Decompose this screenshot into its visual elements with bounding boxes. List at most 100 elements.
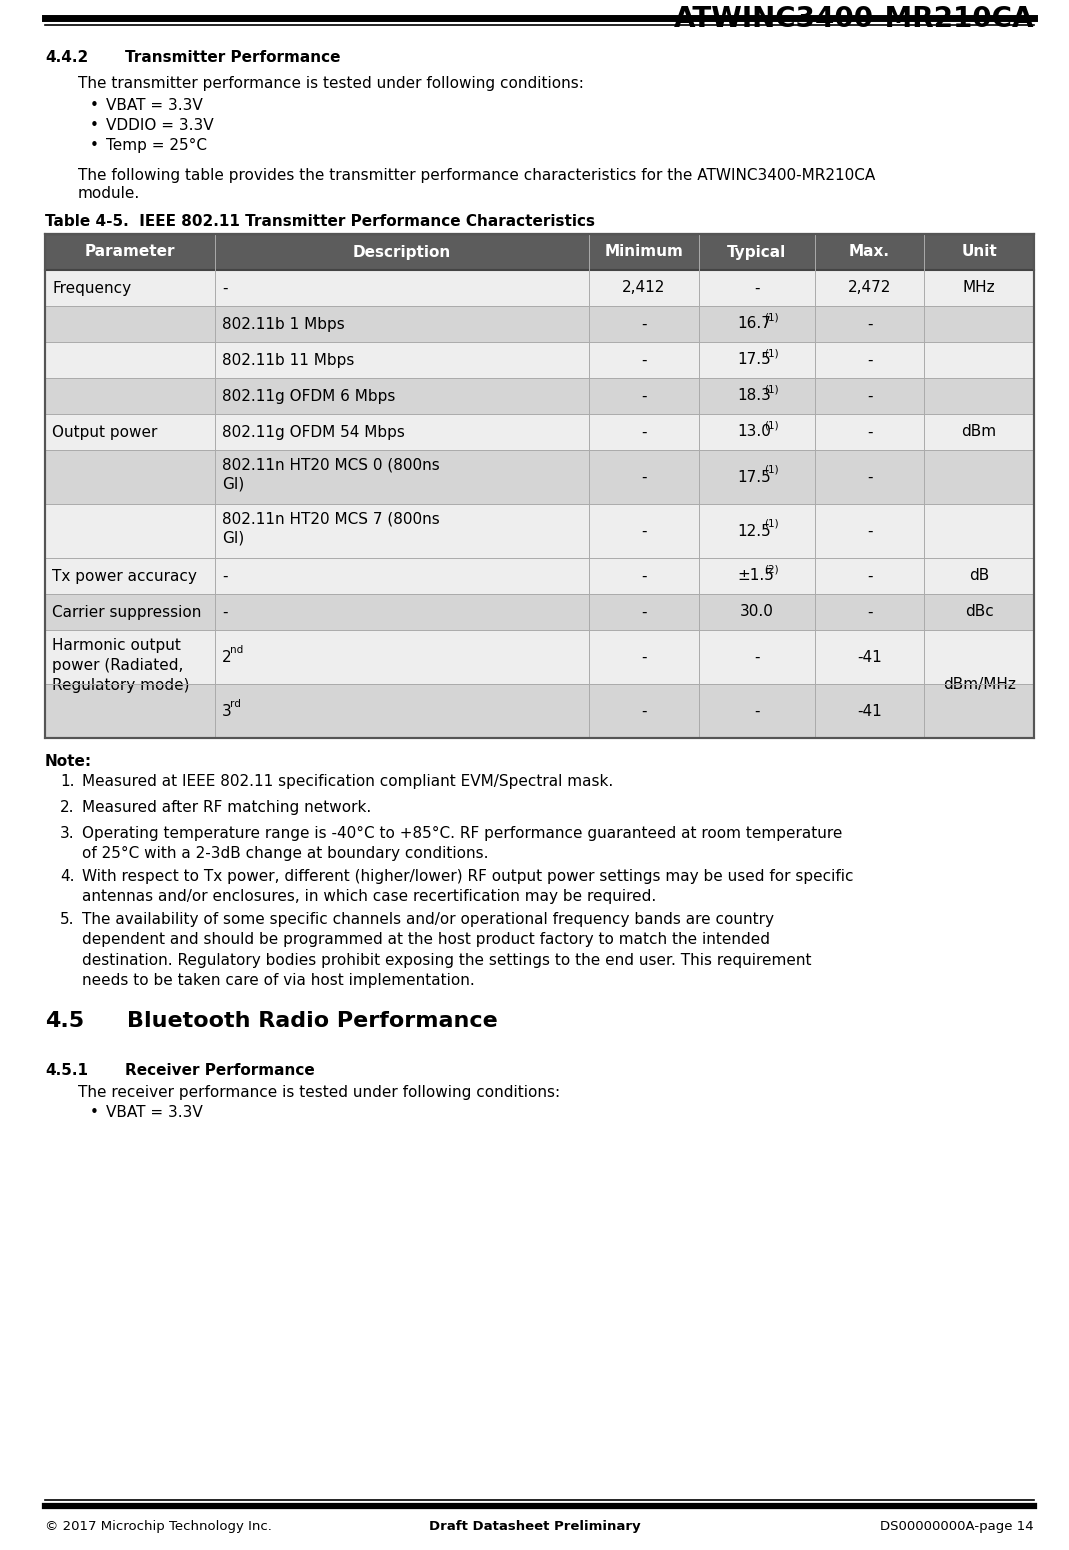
Text: Frequency: Frequency	[52, 281, 131, 296]
Text: -: -	[222, 604, 228, 620]
Text: -: -	[641, 425, 647, 440]
Text: dB: dB	[969, 569, 989, 583]
Text: module.: module.	[78, 186, 140, 202]
Text: 3.: 3.	[60, 826, 75, 842]
Text: dBm/MHz: dBm/MHz	[943, 676, 1016, 691]
Text: 4.5: 4.5	[45, 1011, 84, 1031]
Text: -: -	[867, 389, 872, 403]
Bar	[45, 594, 1034, 629]
Text: 12.5: 12.5	[738, 524, 772, 538]
Text: Table 4-5.  IEEE 802.11 Transmitter Performance Characteristics: Table 4-5. IEEE 802.11 Transmitter Perfo…	[45, 214, 595, 229]
Text: •: •	[90, 138, 98, 153]
Text: 4.: 4.	[60, 870, 75, 883]
Text: -: -	[641, 389, 647, 403]
Text: (1): (1)	[763, 349, 778, 358]
Text: -41: -41	[857, 649, 882, 665]
Text: -: -	[867, 569, 872, 583]
Text: MHz: MHz	[963, 281, 995, 296]
Text: 2,472: 2,472	[848, 281, 892, 296]
Text: -: -	[641, 604, 647, 620]
Text: Minimum: Minimum	[604, 245, 683, 259]
Text: (1): (1)	[763, 465, 778, 474]
Text: -: -	[222, 281, 228, 296]
Text: -: -	[867, 524, 872, 538]
Text: The receiver performance is tested under following conditions:: The receiver performance is tested under…	[78, 1085, 560, 1100]
Text: -: -	[641, 352, 647, 367]
Text: The transmitter performance is tested under following conditions:: The transmitter performance is tested un…	[78, 76, 584, 91]
Text: ATWINC3400-MR210CA: ATWINC3400-MR210CA	[673, 5, 1034, 33]
Text: -41: -41	[857, 704, 882, 719]
Text: •: •	[90, 1105, 98, 1121]
Text: 4.5.1: 4.5.1	[45, 1063, 88, 1077]
Text: DS00000000A-page 14: DS00000000A-page 14	[881, 1521, 1034, 1533]
Text: Tx power accuracy: Tx power accuracy	[52, 569, 197, 583]
Text: VBAT = 3.3V: VBAT = 3.3V	[106, 1105, 203, 1121]
Text: (2): (2)	[763, 564, 778, 573]
Bar	[45, 378, 1034, 414]
Text: -: -	[641, 524, 647, 538]
Text: 802.11b 11 Mbps: 802.11b 11 Mbps	[222, 352, 355, 367]
Text: -: -	[754, 704, 759, 719]
Text: nd: nd	[230, 645, 244, 656]
Text: Output power: Output power	[52, 425, 157, 440]
Text: •: •	[90, 118, 98, 133]
Text: 5.: 5.	[60, 911, 75, 927]
Text: ±1.5: ±1.5	[738, 569, 775, 583]
Text: 3: 3	[222, 704, 232, 719]
Text: 16.7: 16.7	[738, 316, 772, 332]
Text: Carrier suppression: Carrier suppression	[52, 604, 201, 620]
Text: 18.3: 18.3	[738, 389, 772, 403]
Text: 2.: 2.	[60, 800, 75, 815]
Text: Max.: Max.	[849, 245, 890, 259]
Text: Measured at IEEE 802.11 specification compliant EVM/Spectral mask.: Measured at IEEE 802.11 specification co…	[82, 773, 614, 789]
Bar	[45, 234, 1034, 270]
Text: -: -	[641, 569, 647, 583]
Bar	[45, 684, 1034, 738]
Text: -: -	[754, 281, 759, 296]
Text: The availability of some specific channels and/or operational frequency bands ar: The availability of some specific channe…	[82, 911, 811, 989]
Text: Harmonic output
power (Radiated,
Regulatory mode): Harmonic output power (Radiated, Regulat…	[52, 639, 189, 693]
Text: 4.4.2: 4.4.2	[45, 50, 89, 65]
Text: VDDIO = 3.3V: VDDIO = 3.3V	[106, 118, 214, 133]
Text: Unit: Unit	[961, 245, 997, 259]
Text: With respect to Tx power, different (higher/lower) RF output power settings may : With respect to Tx power, different (hig…	[82, 870, 853, 904]
Text: (1): (1)	[763, 312, 778, 322]
Text: 17.5: 17.5	[738, 352, 772, 367]
Text: 802.11g OFDM 6 Mbps: 802.11g OFDM 6 Mbps	[222, 389, 396, 403]
Text: 2,412: 2,412	[622, 281, 666, 296]
Text: Operating temperature range is -40°C to +85°C. RF performance guaranteed at room: Operating temperature range is -40°C to …	[82, 826, 842, 862]
Text: (1): (1)	[763, 384, 778, 394]
Text: 802.11b 1 Mbps: 802.11b 1 Mbps	[222, 316, 345, 332]
Text: -: -	[867, 604, 872, 620]
Text: Temp = 25°C: Temp = 25°C	[106, 138, 207, 153]
Bar	[45, 629, 1034, 684]
Text: (1): (1)	[763, 519, 778, 529]
Text: © 2017 Microchip Technology Inc.: © 2017 Microchip Technology Inc.	[45, 1521, 272, 1533]
Text: -: -	[641, 316, 647, 332]
Text: (1): (1)	[763, 420, 778, 429]
Text: Note:: Note:	[45, 753, 92, 769]
Bar	[45, 414, 1034, 450]
Text: Typical: Typical	[727, 245, 787, 259]
Text: Bluetooth Radio Performance: Bluetooth Radio Performance	[127, 1011, 498, 1031]
Text: 17.5: 17.5	[738, 470, 772, 485]
Text: 13.0: 13.0	[738, 425, 772, 440]
Text: Description: Description	[353, 245, 451, 259]
Text: -: -	[754, 649, 759, 665]
Text: VBAT = 3.3V: VBAT = 3.3V	[106, 98, 203, 113]
Text: 1.: 1.	[60, 773, 75, 789]
Text: 2: 2	[222, 649, 232, 665]
Bar	[45, 234, 1034, 738]
Bar	[45, 343, 1034, 378]
Text: Parameter: Parameter	[84, 245, 175, 259]
Text: 30.0: 30.0	[740, 604, 774, 620]
Text: -: -	[641, 649, 647, 665]
Text: Receiver Performance: Receiver Performance	[125, 1063, 314, 1077]
Text: Transmitter Performance: Transmitter Performance	[125, 50, 341, 65]
Text: -: -	[867, 352, 872, 367]
Text: -: -	[222, 569, 228, 583]
Text: dBm: dBm	[962, 425, 996, 440]
Bar	[45, 449, 1034, 504]
Text: 802.11n HT20 MCS 0 (800ns
GI): 802.11n HT20 MCS 0 (800ns GI)	[222, 457, 440, 491]
Bar	[45, 270, 1034, 305]
